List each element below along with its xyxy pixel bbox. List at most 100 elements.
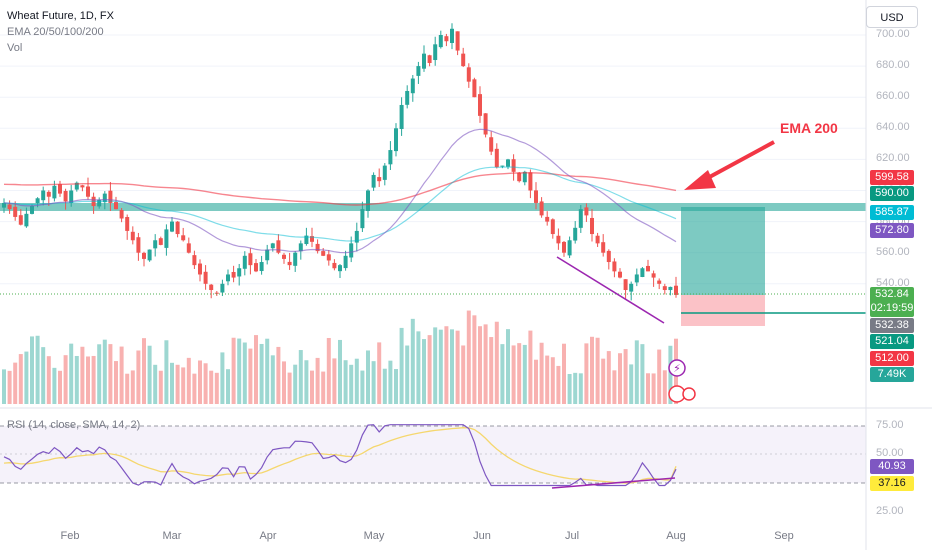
price-label: 532.84 02:19:59 (870, 287, 914, 317)
candle (410, 75, 415, 102)
volume-bar (214, 372, 219, 404)
price-label: 7.49K (870, 367, 914, 382)
candle (416, 61, 421, 84)
price-tick: 660.00 (876, 90, 910, 103)
volume-bar (298, 350, 303, 404)
volume-bar (237, 338, 242, 404)
candle (567, 236, 572, 259)
candle (114, 196, 118, 210)
price-label: 572.80 (870, 223, 914, 238)
time-tick: Mar (162, 530, 182, 542)
candle (119, 208, 124, 223)
candle (461, 47, 466, 68)
volume-bar (46, 356, 51, 404)
candle (2, 198, 6, 213)
candle (494, 143, 499, 169)
candle (321, 247, 326, 257)
volume-bar (265, 338, 270, 404)
rsi-label: 37.16 (870, 476, 914, 491)
volume-bar (539, 342, 544, 404)
candle (186, 237, 191, 254)
candle (662, 283, 667, 295)
volume-bar (220, 352, 225, 404)
currency-button[interactable]: USD (866, 6, 918, 28)
volume-bar (556, 365, 561, 404)
candle (136, 232, 141, 261)
volume-bar (24, 351, 29, 404)
candle (539, 197, 544, 218)
volume-bar (130, 370, 135, 404)
candle (315, 239, 320, 254)
volume-bar (438, 329, 443, 404)
candle (612, 258, 617, 278)
volume-bar (634, 340, 639, 404)
symbol-legend[interactable]: Wheat Future, 1D, FX (7, 10, 114, 22)
volume-bar (522, 344, 527, 404)
candle (382, 163, 387, 186)
volume-bar (573, 372, 578, 404)
candle (483, 113, 488, 138)
candle (399, 97, 404, 136)
rsi-band (0, 426, 866, 483)
volume-bar (321, 371, 326, 404)
candle (405, 85, 410, 109)
candle (354, 222, 359, 252)
price-tick: 620.00 (876, 152, 910, 165)
volume-bar (7, 370, 12, 404)
candle (640, 267, 645, 278)
volume-bar (181, 367, 186, 404)
candle (478, 86, 482, 123)
ema-legend[interactable]: EMA 20/50/100/200 (7, 26, 104, 38)
time-tick: Apr (259, 530, 277, 542)
time-tick: Aug (666, 530, 686, 542)
candle (438, 30, 443, 49)
candle (86, 177, 90, 200)
candle (450, 23, 454, 50)
volume-bar (595, 337, 600, 404)
volume-bar (304, 360, 309, 404)
candle (668, 286, 673, 296)
volume-bar (326, 337, 331, 404)
price-tick: 560.00 (876, 245, 910, 258)
volume-bar (483, 324, 488, 404)
candle (618, 268, 622, 279)
volume-bar (601, 358, 606, 404)
rsi-legend[interactable]: RSI (14, close, SMA, 14, 2) (7, 419, 141, 431)
resistance-zone (0, 203, 866, 211)
rsi-tick: 25.00 (876, 505, 904, 517)
time-tick: Sep (774, 530, 794, 542)
volume-bar (226, 369, 230, 404)
candle (534, 182, 538, 210)
volume-bar (97, 344, 102, 404)
volume-bar (410, 318, 415, 404)
candle (578, 205, 583, 233)
candle (287, 252, 292, 270)
volume-bar (158, 370, 163, 404)
ema-100-line (3, 166, 677, 242)
candle (181, 227, 186, 242)
candle (489, 131, 494, 156)
candle (97, 197, 102, 209)
volume-bar (606, 351, 611, 404)
candle (472, 77, 477, 98)
volume-bar (651, 373, 656, 404)
volume-bar (377, 342, 382, 404)
candle (209, 283, 214, 299)
volume-bar (550, 357, 555, 404)
volume-bar (394, 369, 398, 404)
volume-bar (433, 327, 438, 404)
volume-bar (91, 355, 96, 404)
candle (377, 168, 382, 187)
candle (80, 184, 85, 192)
price-tick: 540.00 (876, 276, 910, 289)
candle (646, 259, 650, 272)
volume-bar (646, 373, 650, 404)
volume-bar (2, 369, 6, 404)
volume-bar (287, 372, 292, 404)
volume-bar (405, 345, 410, 404)
volume-legend[interactable]: Vol (7, 42, 23, 54)
time-tick: Jun (473, 530, 491, 542)
candle (265, 244, 270, 265)
candle (158, 236, 163, 246)
